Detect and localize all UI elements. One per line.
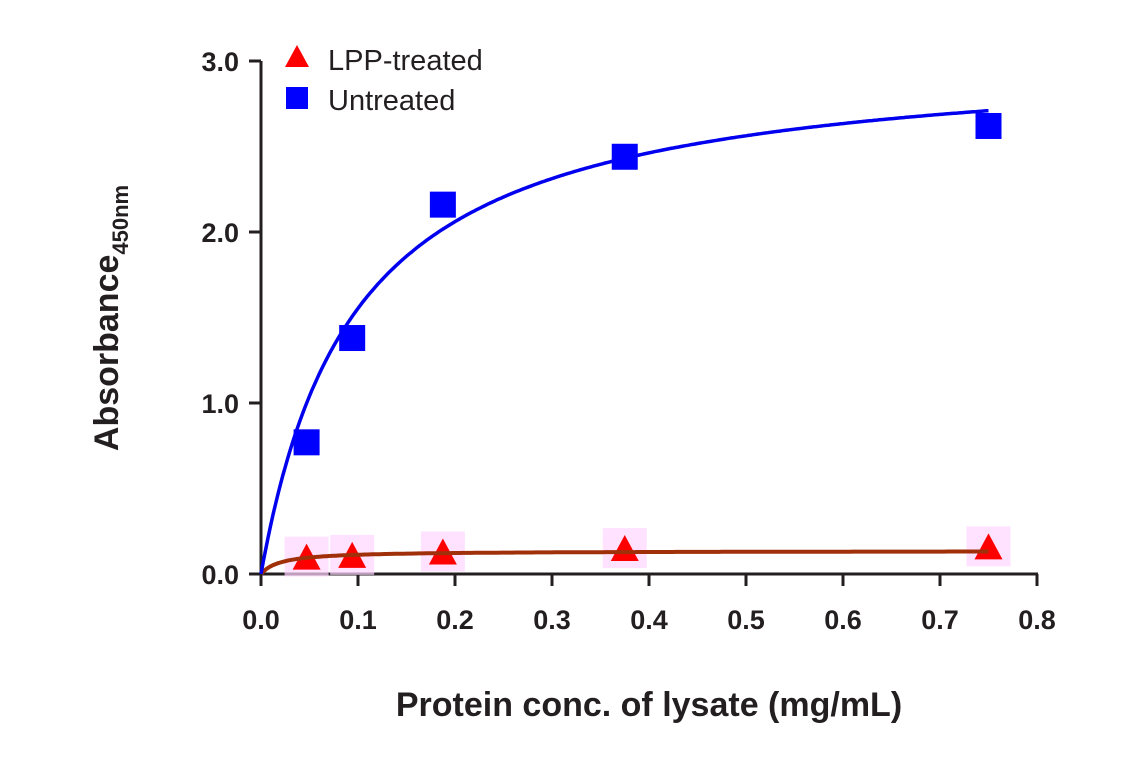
x-tick-label: 0.3: [533, 605, 571, 635]
legend: LPP-treated Untreated: [285, 45, 483, 117]
legend-marker-lpp-treated: [285, 45, 309, 67]
data-point-untreated: [429, 191, 456, 218]
legend-marker-untreated: [286, 87, 308, 109]
y-axis-title-main: Absorbance: [88, 255, 126, 452]
x-tick-label: 0.6: [824, 605, 862, 635]
data-point-untreated: [293, 429, 320, 456]
axes: 0.0 0.1 0.2 0.3 0.4 0.5 0.6 0.7 0.8 0.0 1.0 2.0 3.0: [201, 47, 1055, 635]
legend-label-untreated: Untreated: [328, 85, 455, 117]
y-axis-title-subscript: 450nm: [108, 185, 133, 255]
y-tick-label: 2.0: [201, 218, 239, 248]
x-tick-label: 0.2: [436, 605, 474, 635]
x-axis-title: Protein conc. of lysate (mg/mL): [396, 686, 902, 724]
fit-curve-untreated: [259, 108, 989, 575]
legend-label-lpp-treated: LPP-treated: [328, 45, 483, 77]
x-tick-label: 0.0: [242, 605, 280, 635]
y-tick-label: 3.0: [201, 47, 239, 77]
x-tick-label: 0.8: [1018, 605, 1056, 635]
marks: [259, 108, 1011, 577]
data-point-untreated: [339, 325, 366, 352]
data-point-lpp-treated: [610, 535, 639, 562]
y-axis-title: Absorbance450nm: [88, 185, 133, 451]
x-tick-label: 0.7: [921, 605, 959, 635]
y-tick-label: 1.0: [201, 389, 239, 419]
data-point-untreated: [975, 112, 1002, 139]
x-tick-label: 0.4: [630, 605, 668, 635]
x-tick-label: 0.5: [727, 605, 765, 635]
data-point-untreated: [611, 143, 638, 170]
fit-curve-lpp-treated: [259, 549, 989, 576]
y-tick-label: 0.0: [201, 560, 239, 590]
x-tick-label: 0.1: [339, 605, 377, 635]
